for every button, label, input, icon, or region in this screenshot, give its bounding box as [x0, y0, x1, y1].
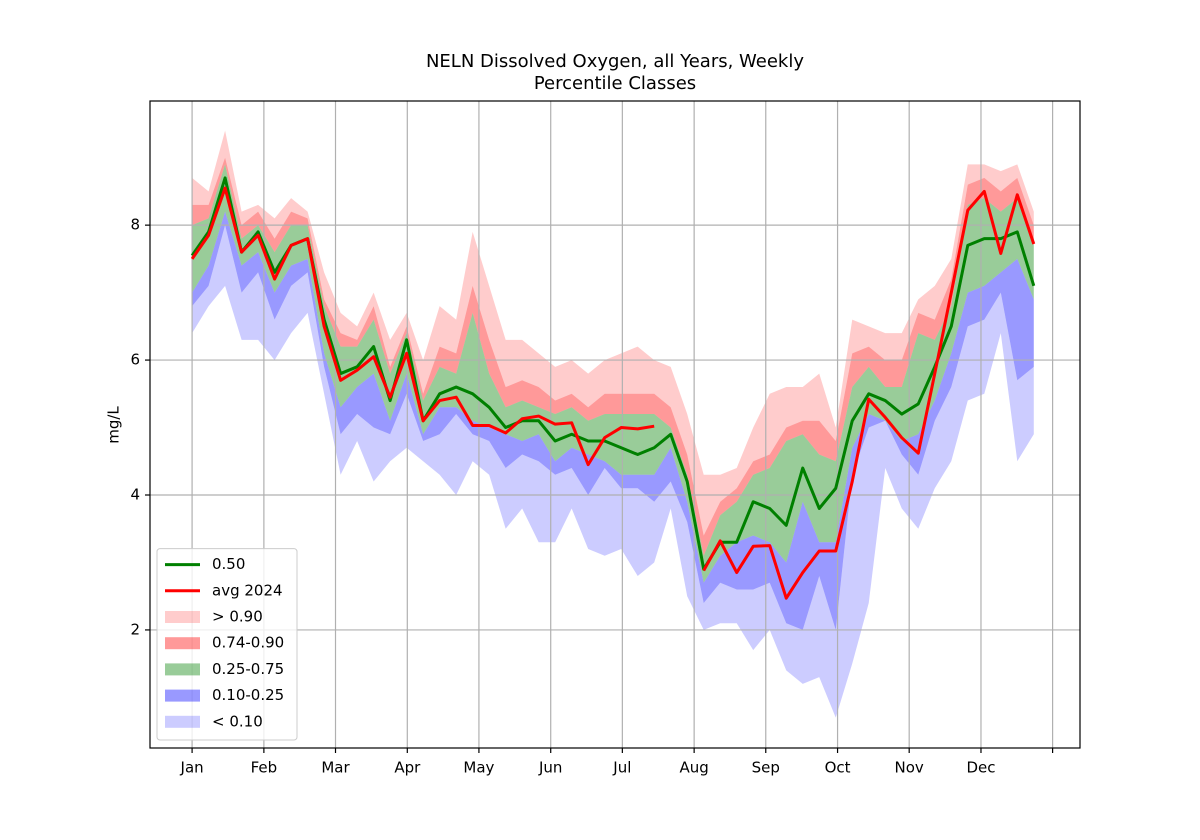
legend-swatch	[165, 715, 200, 728]
y-axis-label: mg/L	[105, 406, 123, 444]
chart-title: NELN Dissolved Oxygen, all Years, Weekly	[426, 51, 804, 72]
percentile-band	[192, 130, 1034, 536]
legend-label: < 0.10	[212, 712, 263, 730]
legend-label: 0.10-0.25	[212, 686, 284, 704]
percentile-band	[192, 157, 1034, 556]
percentile-band	[192, 225, 1034, 718]
series-line	[190, 176, 1036, 571]
legend-box	[156, 548, 298, 741]
legend-label: 0.25-0.75	[212, 660, 284, 678]
legend-swatch	[165, 689, 200, 702]
chart-subtitle: Percentile Classes	[534, 73, 696, 94]
legend: 0.50 avg 2024 > 0.90 0.74-0.90 0.25-0.75 0.10…	[156, 548, 298, 741]
x-tick-label: Jul	[612, 759, 631, 777]
x-tick-label: Nov	[895, 759, 924, 777]
x-tick-label: Oct	[825, 759, 851, 777]
plot-frame	[149, 100, 1081, 749]
legend-swatch	[165, 611, 200, 623]
x-tick-label: May	[463, 759, 494, 777]
legend-swatch	[165, 637, 200, 650]
legend-swatch	[165, 663, 200, 676]
x-tick-label: Sep	[752, 759, 780, 777]
x-tick-label: Apr	[394, 759, 421, 777]
legend-label: 0.74-0.90	[212, 634, 284, 652]
legend-label: avg 2024	[212, 581, 283, 599]
percentile-band	[192, 164, 1034, 583]
x-tick-label: Jan	[180, 759, 204, 777]
y-tick-label: 4	[130, 486, 140, 504]
y-tick-label: 2	[130, 620, 140, 638]
x-tick-label: Aug	[679, 759, 708, 777]
y-tick-label: 6	[130, 351, 140, 369]
x-tick-label: Feb	[251, 759, 278, 777]
y-tick-label: 8	[130, 216, 140, 234]
legend-label: > 0.90	[212, 608, 263, 626]
x-tick-label: Dec	[966, 759, 995, 777]
x-tick-label: Mar	[321, 759, 350, 777]
series-line	[190, 186, 1036, 600]
x-tick-label: Jun	[538, 759, 562, 777]
legend-label: 0.50	[212, 555, 245, 573]
